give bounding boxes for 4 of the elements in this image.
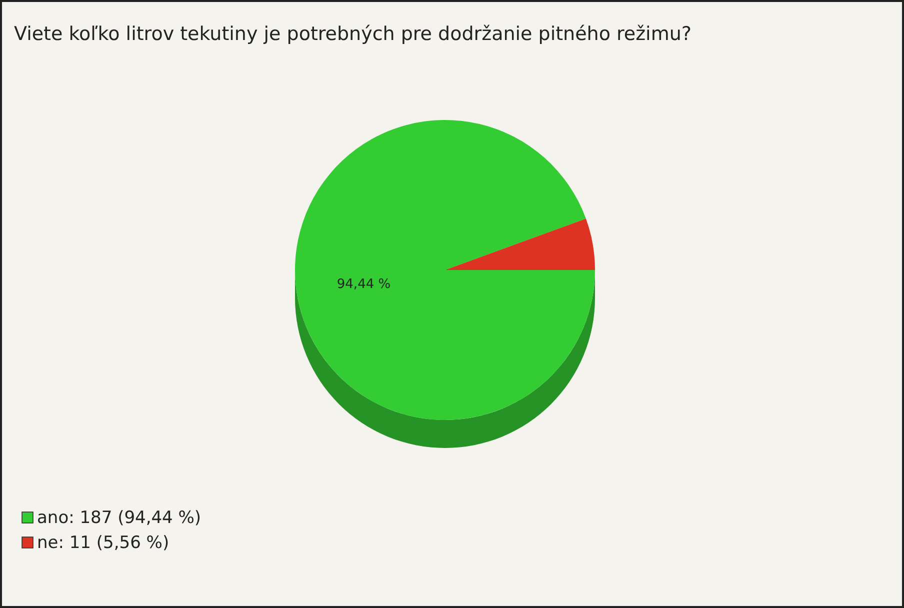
legend-label: ano: 187 (94,44 %) [37,508,202,528]
chart-title: Viete koľko litrov tekutiny je potrebných pre dodržanie pitného režimu? [14,23,692,45]
legend-label: ne: 11 (5,56 %) [37,533,170,553]
data-label: 94,44 % [336,276,391,292]
